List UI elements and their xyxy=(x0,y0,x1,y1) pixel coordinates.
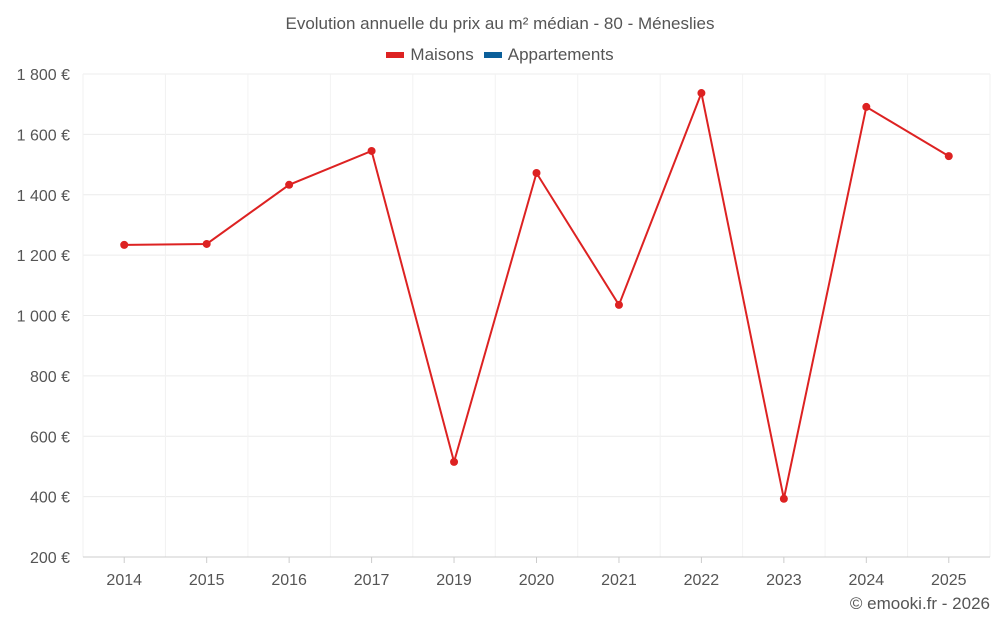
x-tick-label: 2017 xyxy=(354,572,390,589)
x-tick-label: 2014 xyxy=(106,572,142,589)
y-tick-label: 600 € xyxy=(30,429,70,446)
legend-label-maisons: Maisons xyxy=(410,45,474,64)
y-tick-label: 800 € xyxy=(30,369,70,386)
legend-swatch-appartements xyxy=(483,52,502,58)
data-point xyxy=(697,89,706,98)
x-tick-label: 2023 xyxy=(766,572,802,589)
x-tick-label: 2024 xyxy=(849,572,885,589)
x-tick-label: 2015 xyxy=(189,572,225,589)
y-tick-label: 200 € xyxy=(30,550,70,567)
x-tick-label: 2022 xyxy=(684,572,720,589)
y-tick-label: 1 600 € xyxy=(17,127,70,144)
x-tick-label: 2025 xyxy=(931,572,967,589)
data-point xyxy=(120,240,129,249)
legend-swatch-maisons xyxy=(386,52,405,58)
data-point xyxy=(944,152,953,161)
y-tick-label: 1 400 € xyxy=(17,188,70,205)
chart-title: Evolution annuelle du prix au m² médian … xyxy=(285,14,715,33)
y-tick-label: 1 000 € xyxy=(17,309,70,326)
x-tick-label: 2021 xyxy=(601,572,637,589)
legend-label-appartements: Appartements xyxy=(507,45,614,64)
data-point xyxy=(367,146,376,155)
legend-item-appartements[interactable]: Appartements xyxy=(483,45,614,65)
x-tick-label: 2020 xyxy=(519,572,555,589)
data-point xyxy=(202,239,211,248)
y-tick-label: 1 200 € xyxy=(17,248,70,265)
x-tick-label: 2019 xyxy=(436,572,472,589)
data-point xyxy=(450,457,459,466)
data-point xyxy=(285,180,294,189)
data-point xyxy=(862,102,871,111)
copyright-credit: © emooki.fr - 2026 xyxy=(849,594,990,613)
data-point xyxy=(532,169,541,178)
x-tick-label: 2016 xyxy=(271,572,307,589)
legend-item-maisons[interactable]: Maisons xyxy=(386,45,474,65)
y-tick-label: 1 800 € xyxy=(17,67,70,84)
y-tick-label: 400 € xyxy=(30,490,70,507)
data-point xyxy=(614,300,623,309)
data-point xyxy=(779,494,788,503)
legend: Maisons Appartements xyxy=(0,45,1000,65)
